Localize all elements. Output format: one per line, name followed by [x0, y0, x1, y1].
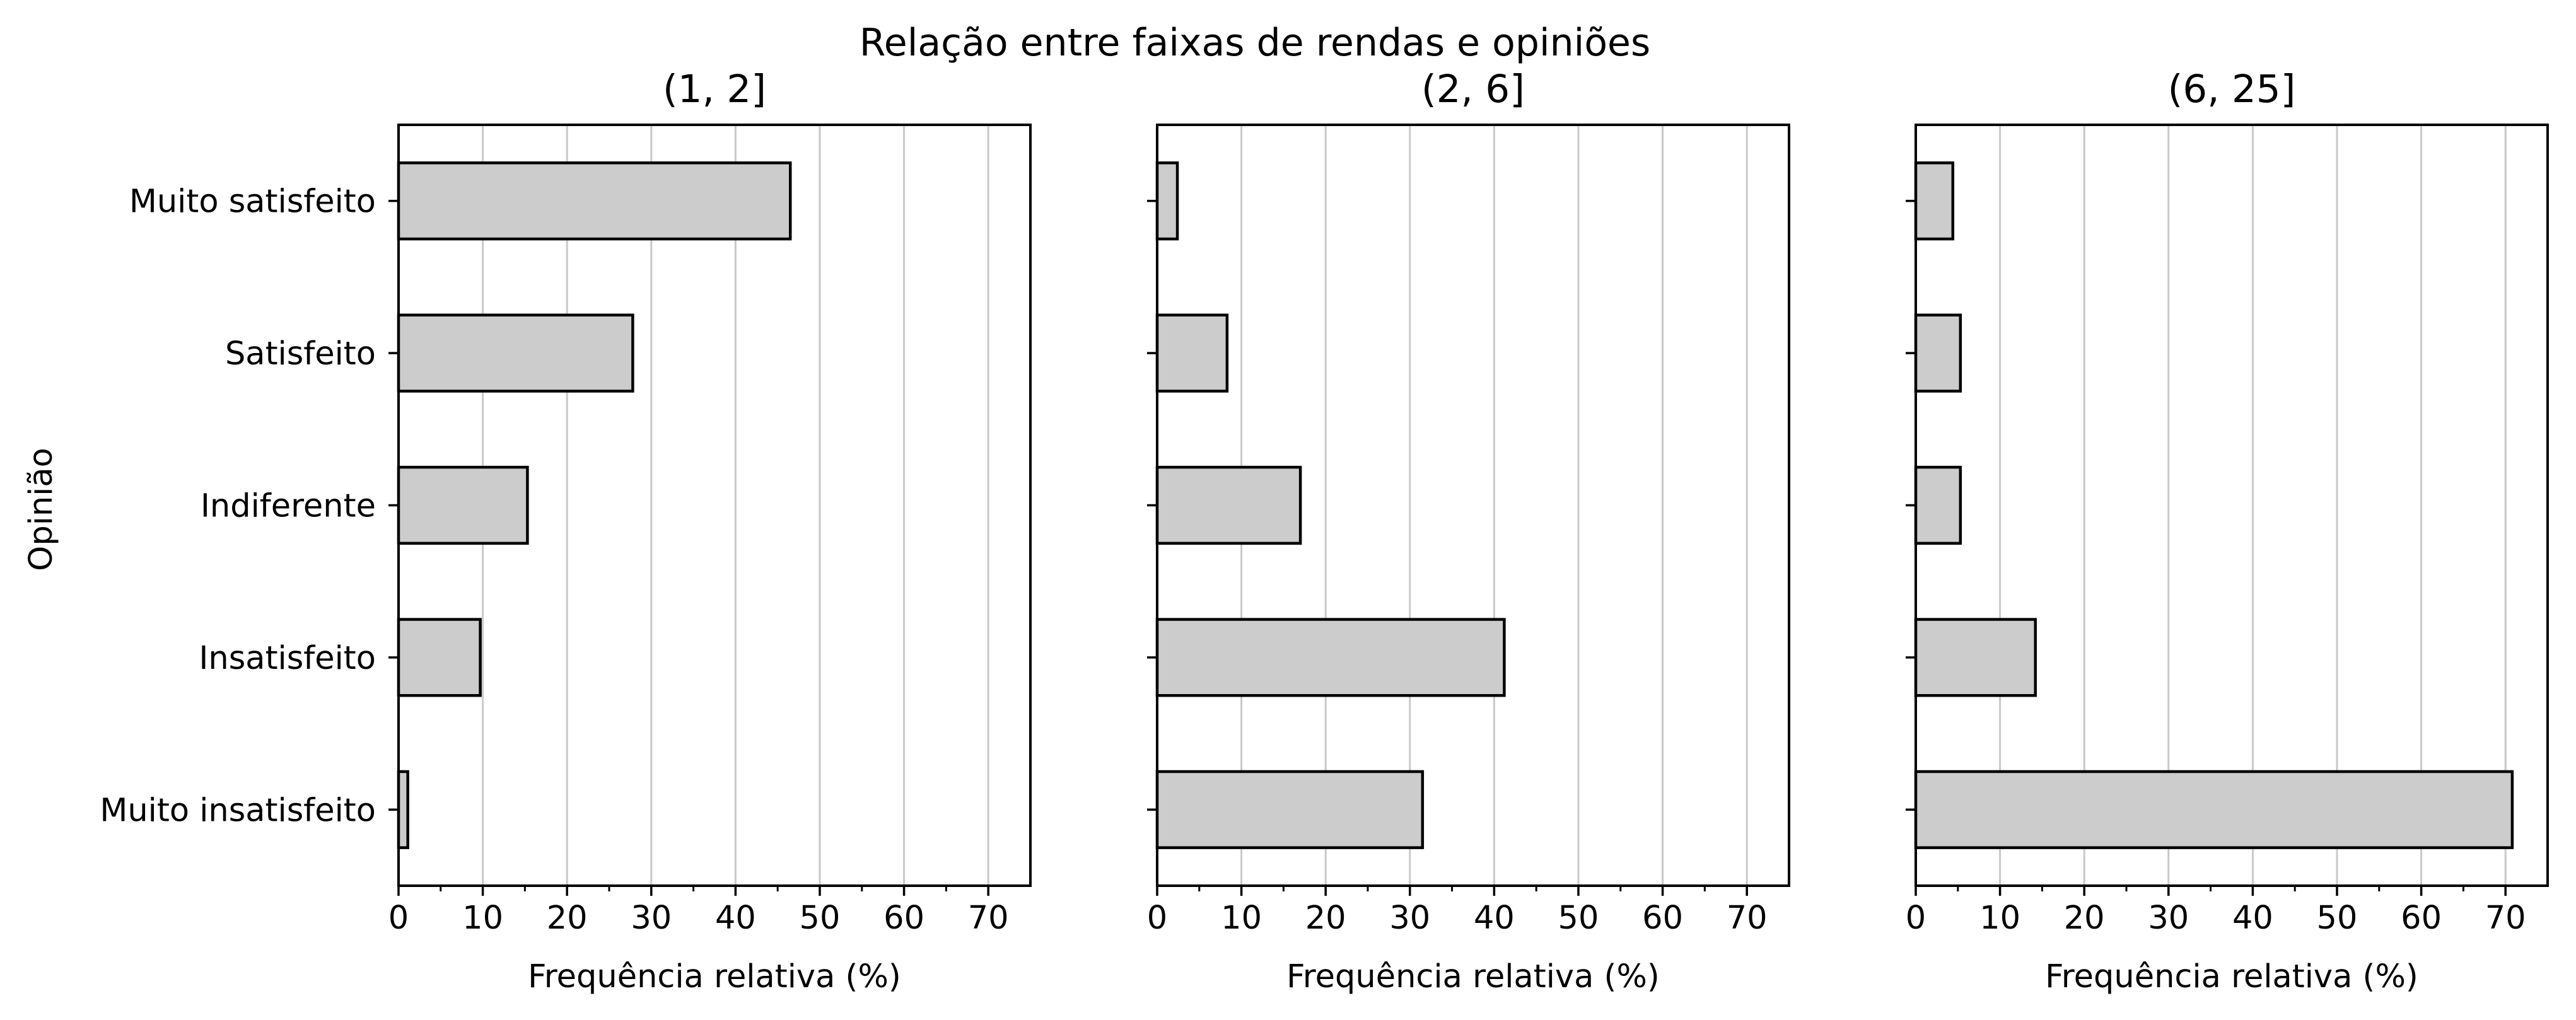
- figure-title: Relação entre faixas de rendas e opiniõe…: [860, 21, 1650, 65]
- x-tick-label: 50: [1558, 900, 1599, 937]
- bar-5: [397, 770, 409, 849]
- x-tick-label: 20: [2064, 900, 2105, 937]
- bar-5: [1155, 770, 1425, 849]
- y-axis-label: Opinião: [23, 448, 60, 571]
- bar-2: [1914, 313, 1962, 393]
- bar-2: [1155, 313, 1229, 393]
- y-tick-label: Insatisfeito: [199, 640, 376, 677]
- panel-2: 0 10 20 30 40 50 60 70 (2, 6] Frequência relativa…: [1147, 67, 1790, 995]
- x-tick-label: 40: [2232, 900, 2273, 937]
- bar-2: [397, 313, 634, 393]
- panel-3: 0 10 20 30 40 50 60 70 (6, 25] Frequência relativ…: [1906, 67, 2549, 995]
- bar-3: [397, 465, 529, 545]
- x-tick-label: 70: [1727, 900, 1768, 937]
- x-tick-label: 50: [800, 900, 841, 937]
- panel-title: (6, 25]: [2168, 67, 2296, 112]
- x-tick-label: 10: [1979, 900, 2020, 937]
- x-tick-label: 40: [1474, 900, 1515, 937]
- x-tick-label: 30: [1389, 900, 1430, 937]
- bar-4: [1914, 618, 2037, 697]
- bar-3: [1914, 465, 1962, 545]
- x-tick-label: 60: [2401, 900, 2442, 937]
- x-tick-label: 20: [1305, 900, 1346, 937]
- x-tick-label: 40: [715, 900, 756, 937]
- x-axis-label: Frequência relativa (%): [2045, 958, 2418, 995]
- panel-title: (2, 6]: [1421, 67, 1525, 112]
- x-tick-label: 60: [883, 900, 924, 937]
- x-tick-label: 0: [1906, 900, 1926, 937]
- x-axis-label: Frequência relativa (%): [1286, 958, 1660, 995]
- x-tick-label: 70: [968, 900, 1009, 937]
- y-tick-label: Muito satisfeito: [129, 183, 376, 221]
- x-tick-label: 0: [1147, 900, 1167, 937]
- bar-5: [1914, 770, 2514, 849]
- x-tick-label: 60: [1642, 900, 1683, 937]
- bar-1: [1914, 161, 1955, 241]
- x-tick-label: 50: [2317, 900, 2358, 937]
- bar-4: [1155, 618, 1506, 697]
- panel-1: 0 10 20 30 40 50 60 70 Muito satisfeito Satisfeit…: [100, 67, 1032, 995]
- x-tick-label: 30: [631, 900, 672, 937]
- x-axis-label: Frequência relativa (%): [528, 958, 901, 995]
- y-tick-label: Muito insatisfeito: [100, 792, 376, 829]
- x-tick-label: 30: [2148, 900, 2189, 937]
- bar-3: [1155, 465, 1302, 545]
- bar-1: [397, 161, 792, 241]
- y-tick-label: Indiferente: [201, 488, 376, 525]
- x-tick-label: 10: [462, 900, 503, 937]
- panel-title: (1, 2]: [663, 67, 766, 112]
- bar-4: [397, 618, 482, 697]
- x-tick-label: 10: [1221, 900, 1262, 937]
- x-tick-label: 0: [388, 900, 409, 937]
- y-tick-label: Satisfeito: [225, 335, 376, 373]
- x-tick-label: 70: [2485, 900, 2526, 937]
- panels: 0 10 20 30 40 50 60 70 Muito satisfeito Satisfeit…: [100, 67, 2549, 995]
- bar-1: [1155, 161, 1179, 241]
- x-tick-label: 20: [547, 900, 588, 937]
